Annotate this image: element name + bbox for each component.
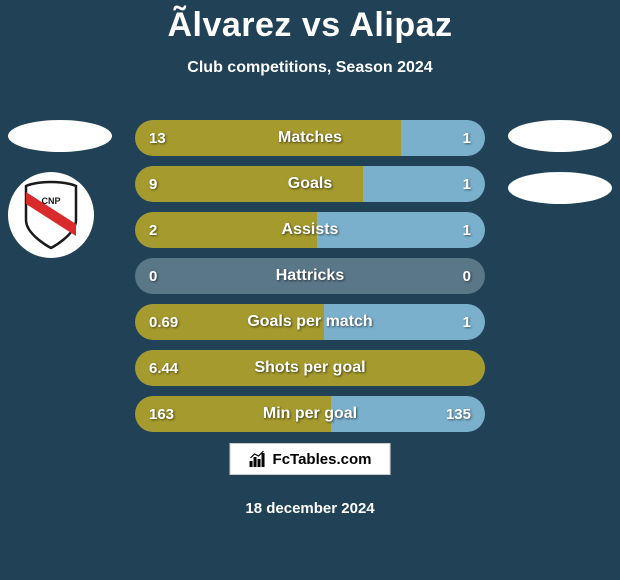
stat-label: Hattricks [135, 267, 485, 285]
chart-icon [249, 450, 267, 468]
stat-row: 131Matches [135, 120, 485, 156]
club-badge-right [508, 172, 612, 204]
page-title: Ãlvarez vs Alipaz [0, 0, 620, 45]
stat-label: Shots per goal [135, 359, 485, 377]
date-label: 18 december 2024 [245, 500, 374, 517]
stat-label: Goals per match [135, 313, 485, 331]
right-player-column [508, 120, 612, 224]
footer-badge: FcTables.com [230, 443, 391, 475]
stats-bars: 131Matches 91Goals 21Assists 00Hattricks 0.6… [135, 120, 485, 442]
stat-label: Min per goal [135, 405, 485, 423]
stat-row: 163135Min per goal [135, 396, 485, 432]
stat-label: Matches [135, 129, 485, 147]
stat-row: 6.44Shots per goal [135, 350, 485, 386]
stat-label: Goals [135, 175, 485, 193]
club-badge-left: CNP [8, 172, 94, 258]
shield-icon: CNP [22, 180, 80, 250]
footer-text: FcTables.com [273, 451, 372, 468]
subtitle: Club competitions, Season 2024 [0, 59, 620, 77]
stat-row: 21Assists [135, 212, 485, 248]
svg-text:CNP: CNP [41, 196, 60, 206]
left-player-column: CNP [8, 120, 112, 258]
stat-row: 00Hattricks [135, 258, 485, 294]
player-photo-left [8, 120, 112, 152]
stat-row: 0.691Goals per match [135, 304, 485, 340]
stat-row: 91Goals [135, 166, 485, 202]
player-photo-right [508, 120, 612, 152]
stat-label: Assists [135, 221, 485, 239]
